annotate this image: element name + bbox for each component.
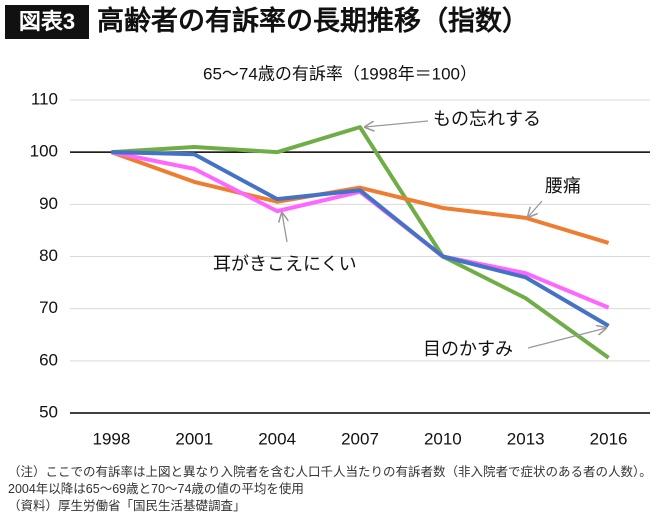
annotation: もの忘れする <box>433 109 541 129</box>
chart: 図表3 高齢者の有訴率の長期推移（指数） 65〜74歳の有訴率（1998年＝10… <box>5 5 650 448</box>
x-tick-label: 1998 <box>93 429 131 448</box>
x-tick-label: 2004 <box>258 429 296 448</box>
annotation-arrow <box>365 120 429 127</box>
y-tick-label: 90 <box>39 194 58 213</box>
x-tick-label: 2010 <box>424 429 462 448</box>
note: （資料）厚生労働省「国民生活基礎調査」 <box>8 499 246 513</box>
x-tick-label: 2013 <box>507 429 545 448</box>
annotation-arrow <box>527 328 606 349</box>
x-tick-label: 2001 <box>175 429 213 448</box>
series-line <box>111 150 610 328</box>
badge: 図表3 <box>19 9 75 34</box>
y-tick-label: 70 <box>39 298 58 317</box>
annotation: 目のかすみ <box>423 339 513 359</box>
chart-subtitle: 65〜74歳の有訴率（1998年＝100） <box>203 64 477 83</box>
annotation-arrow <box>282 213 287 243</box>
annotation-arrow <box>528 200 543 217</box>
y-tick-label: 60 <box>39 350 58 369</box>
y-tick-label: 80 <box>39 246 58 265</box>
chart-title: 高齢者の有訴率の長期推移（指数） <box>97 5 529 36</box>
series-line <box>111 125 610 360</box>
series-line <box>110 150 610 245</box>
annotation: 腰痛 <box>545 176 581 196</box>
y-tick-label: 100 <box>30 142 58 161</box>
notes: （注）ここでの有訴率は上図と異なり入院者を含む人口千人当たりの有訴者数（非入院者… <box>8 464 663 515</box>
annotation: 耳がきこえにくい <box>213 254 357 274</box>
note: （注）ここでの有訴率は上図と異なり入院者を含む人口千人当たりの有訴者数（非入院者… <box>8 465 652 496</box>
x-tick-label: 2016 <box>590 429 628 448</box>
x-tick-label: 2007 <box>341 429 379 448</box>
y-tick-label: 110 <box>31 89 58 108</box>
badge-box <box>5 5 89 39</box>
y-tick-label: 50 <box>39 402 58 421</box>
